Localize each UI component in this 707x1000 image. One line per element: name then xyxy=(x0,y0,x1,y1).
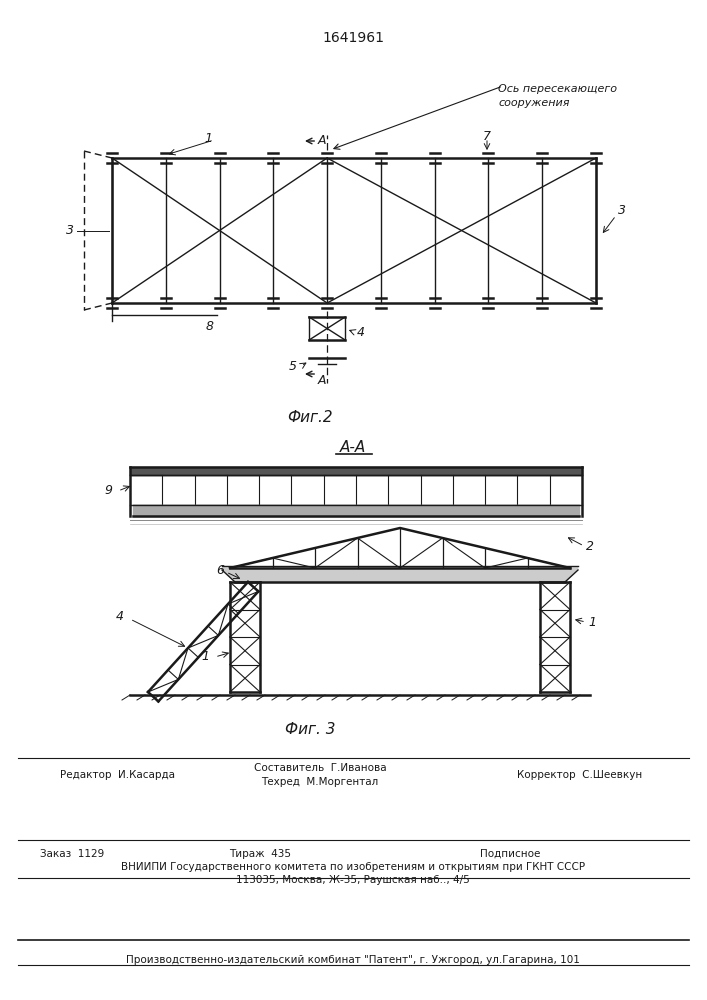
Text: Составитель  Г.Иванова: Составитель Г.Иванова xyxy=(254,763,386,773)
Text: Фиг. 3: Фиг. 3 xyxy=(285,722,335,738)
Text: Фиг.2: Фиг.2 xyxy=(287,410,333,426)
Text: 4: 4 xyxy=(116,610,124,624)
Text: 113035, Москва, Ж-35, Раушская наб.., 4/5: 113035, Москва, Ж-35, Раушская наб.., 4/… xyxy=(236,875,470,885)
Text: Тираж  435: Тираж 435 xyxy=(229,849,291,859)
Text: Производственно-издательский комбинат "Патент", г. Ужгород, ул.Гагарина, 101: Производственно-издательский комбинат "П… xyxy=(126,955,580,965)
Text: Ось пересекающего
сооружения: Ось пересекающего сооружения xyxy=(498,84,617,108)
Text: A: A xyxy=(318,134,327,147)
Text: A: A xyxy=(318,373,327,386)
Text: Корректор  С.Шеевкун: Корректор С.Шеевкун xyxy=(518,770,643,780)
Text: 1: 1 xyxy=(201,650,209,664)
Text: Техред  М.Моргентал: Техред М.Моргентал xyxy=(262,777,379,787)
Text: 3: 3 xyxy=(66,224,74,237)
Text: 5: 5 xyxy=(289,360,297,372)
Text: 1: 1 xyxy=(588,615,596,629)
Text: 4: 4 xyxy=(357,326,365,338)
Text: Редактор  И.Касарда: Редактор И.Касарда xyxy=(60,770,175,780)
Text: 8: 8 xyxy=(206,320,214,334)
Text: ВНИИПИ Государственного комитета по изобретениям и открытиям при ГКНТ СССР: ВНИИПИ Государственного комитета по изоб… xyxy=(121,862,585,872)
Polygon shape xyxy=(133,505,579,516)
Text: A-A: A-A xyxy=(340,440,366,456)
Text: Заказ  1129: Заказ 1129 xyxy=(40,849,104,859)
Text: 9: 9 xyxy=(104,485,112,497)
Text: 3: 3 xyxy=(618,204,626,217)
Text: 1: 1 xyxy=(204,131,212,144)
Text: 2: 2 xyxy=(586,540,594,552)
Polygon shape xyxy=(130,467,582,475)
Polygon shape xyxy=(222,568,578,582)
Text: Подписное: Подписное xyxy=(480,849,540,859)
Text: 6: 6 xyxy=(216,564,224,576)
Text: 1641961: 1641961 xyxy=(322,31,384,45)
Text: 7: 7 xyxy=(483,129,491,142)
